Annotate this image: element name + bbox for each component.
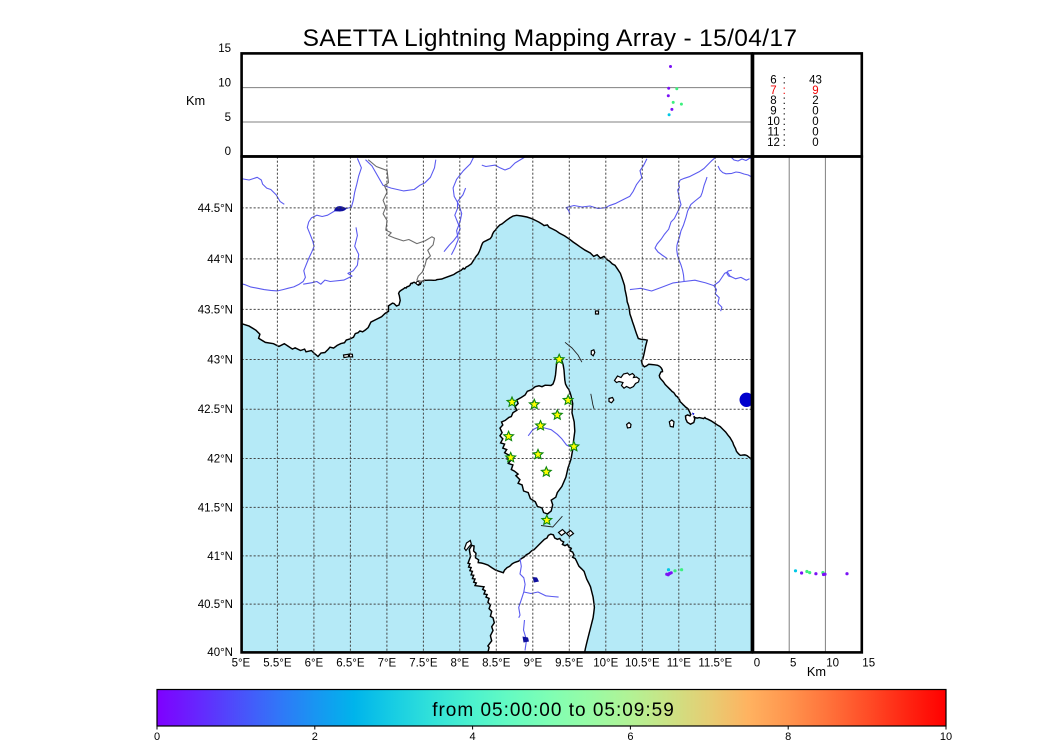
svg-text:11.5°E: 11.5°E bbox=[698, 658, 732, 670]
svg-text:0: 0 bbox=[812, 116, 818, 128]
svg-text::: : bbox=[783, 116, 786, 128]
svg-text:9: 9 bbox=[812, 85, 818, 97]
svg-text:10.5°E: 10.5°E bbox=[625, 658, 660, 670]
svg-text:8: 8 bbox=[770, 95, 776, 107]
svg-text:44.5°N: 44.5°N bbox=[198, 203, 233, 215]
svg-text:10°E: 10°E bbox=[593, 658, 618, 670]
svg-text:5: 5 bbox=[225, 112, 231, 124]
svg-text:11: 11 bbox=[768, 127, 780, 139]
svg-text::: : bbox=[783, 95, 786, 107]
svg-text:10: 10 bbox=[218, 77, 231, 89]
svg-text::: : bbox=[783, 106, 786, 118]
svg-text:7°E: 7°E bbox=[378, 658, 397, 670]
svg-text::: : bbox=[783, 85, 786, 97]
svg-text:40°N: 40°N bbox=[207, 647, 233, 659]
svg-text:8°E: 8°E bbox=[450, 658, 469, 670]
svg-text:8.5°E: 8.5°E bbox=[482, 658, 511, 670]
svg-text:Km: Km bbox=[807, 664, 826, 679]
svg-text:SAETTA Lightning Mapping Array: SAETTA Lightning Mapping Array - 15/04/1… bbox=[303, 25, 798, 52]
svg-text:5.5°E: 5.5°E bbox=[263, 658, 292, 670]
svg-text:8: 8 bbox=[785, 731, 791, 743]
svg-text:9: 9 bbox=[770, 106, 776, 118]
svg-text:7.5°E: 7.5°E bbox=[409, 658, 438, 670]
svg-text:44°N: 44°N bbox=[207, 254, 233, 266]
svg-text:43°N: 43°N bbox=[207, 355, 233, 367]
svg-text:6.5°E: 6.5°E bbox=[336, 658, 365, 670]
svg-text:5°E: 5°E bbox=[232, 658, 251, 670]
svg-text:15: 15 bbox=[862, 658, 875, 670]
svg-text:0: 0 bbox=[812, 106, 818, 118]
svg-text:0: 0 bbox=[812, 137, 818, 149]
svg-text:12: 12 bbox=[767, 137, 780, 149]
svg-text:42°N: 42°N bbox=[207, 454, 233, 466]
svg-text:0: 0 bbox=[154, 731, 160, 743]
svg-text:2: 2 bbox=[812, 95, 818, 107]
svg-text:41°N: 41°N bbox=[207, 551, 233, 563]
svg-text:Km: Km bbox=[186, 93, 205, 108]
svg-text:10: 10 bbox=[940, 731, 952, 743]
svg-text:15: 15 bbox=[218, 43, 231, 55]
svg-text:41.5°N: 41.5°N bbox=[198, 502, 233, 514]
svg-text::: : bbox=[783, 74, 786, 86]
svg-text:10: 10 bbox=[826, 658, 839, 670]
svg-text:from 05:00:00 to 05:09:59: from 05:00:00 to 05:09:59 bbox=[432, 700, 675, 721]
svg-text::: : bbox=[783, 137, 786, 149]
svg-text:9.5°E: 9.5°E bbox=[555, 658, 584, 670]
svg-text:5: 5 bbox=[790, 658, 796, 670]
svg-text:0: 0 bbox=[754, 658, 760, 670]
svg-text:9°E: 9°E bbox=[523, 658, 542, 670]
svg-text:10: 10 bbox=[767, 116, 780, 128]
svg-text:42.5°N: 42.5°N bbox=[198, 404, 233, 416]
svg-text:2: 2 bbox=[312, 731, 318, 743]
svg-text:6: 6 bbox=[770, 74, 776, 86]
svg-text:0: 0 bbox=[225, 146, 231, 158]
svg-text:6°E: 6°E bbox=[305, 658, 324, 670]
svg-text:43: 43 bbox=[809, 74, 822, 86]
svg-text:6: 6 bbox=[627, 731, 633, 743]
svg-text:7: 7 bbox=[770, 85, 776, 97]
svg-text::: : bbox=[783, 127, 786, 139]
svg-text:0: 0 bbox=[812, 127, 818, 139]
svg-text:11°E: 11°E bbox=[667, 658, 692, 670]
svg-text:4: 4 bbox=[470, 731, 476, 743]
svg-text:43.5°N: 43.5°N bbox=[198, 304, 233, 316]
svg-text:40.5°N: 40.5°N bbox=[198, 599, 233, 611]
